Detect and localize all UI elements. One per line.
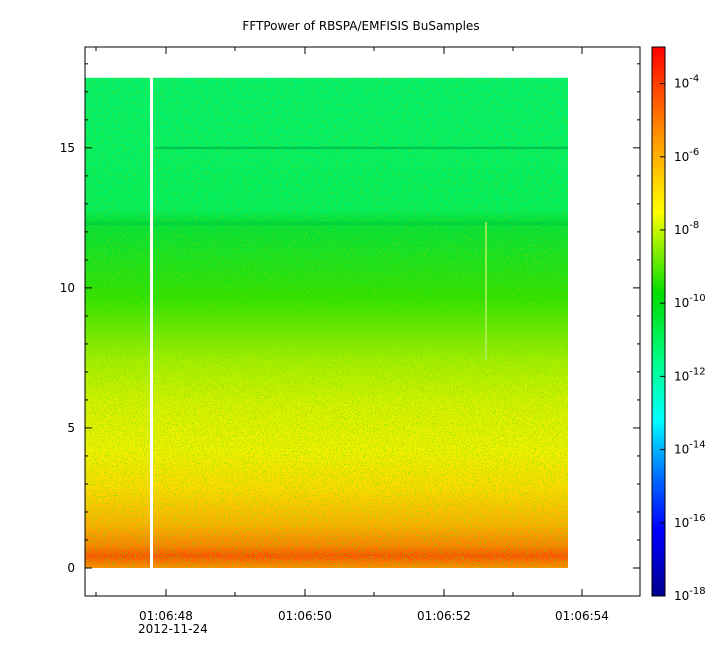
y-tick-label: 0 [67, 561, 75, 575]
chart-title: FFTPower of RBSPA/EMFISIS BuSamples [242, 19, 479, 33]
x-tick-label: 01:06:48 [139, 609, 193, 623]
data-gap [150, 77, 153, 568]
y-tick-label: 10 [60, 281, 75, 295]
y-axis: 0 5 10 15 [60, 63, 640, 575]
colorbar-tick-label: 10-8 [674, 220, 699, 237]
colorbar: 10-4 10-6 10-8 10-10 10-12 10-14 10-16 10-18 [651, 46, 706, 603]
x-axis: 01:06:48 01:06:50 01:06:52 01:06:54 2012-11-… [95, 47, 609, 636]
colorbar-tick-label: 10-6 [674, 147, 699, 164]
x-tick-label: 01:06:50 [278, 609, 332, 623]
plot-frame [84, 46, 641, 597]
colorbar-tick-label: 10-4 [674, 74, 699, 91]
y-tick-label: 15 [60, 141, 75, 155]
colorbar-scale [651, 46, 666, 597]
colorbar-tick-label: 10-18 [674, 586, 706, 603]
colorbar-tick-label: 10-12 [674, 366, 706, 383]
y-tick-label: 5 [67, 421, 75, 435]
colorbar-tick-label: 10-14 [674, 440, 706, 457]
x-tick-label: 01:06:52 [417, 609, 471, 623]
spectrogram-data [85, 77, 568, 568]
colorbar-tick-label: 10-16 [674, 513, 706, 530]
x-tick-label: 01:06:54 [555, 609, 609, 623]
spectrogram-texture [85, 77, 568, 568]
colorbar-tick-label: 10-10 [674, 293, 706, 310]
x-date-label: 2012-11-24 [138, 622, 208, 636]
